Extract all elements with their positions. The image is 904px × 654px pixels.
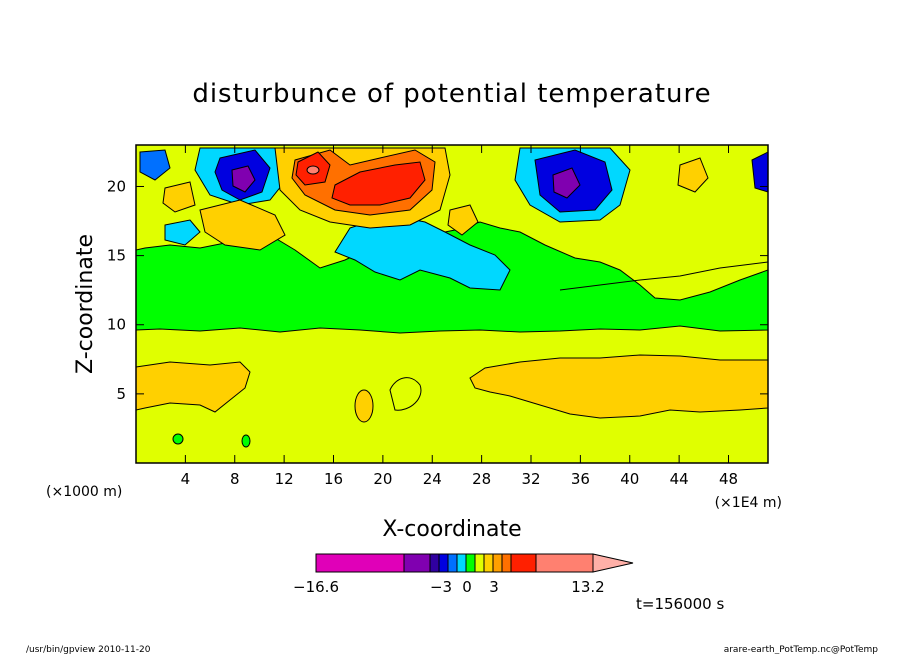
lower-orange-blob <box>354 389 374 423</box>
colorbar-box <box>483 553 494 573</box>
y-tick-label: 5 <box>116 385 126 403</box>
time-label: t=156000 s <box>636 595 724 613</box>
orange-patch-5 <box>447 204 479 236</box>
colorbar-box <box>501 553 512 573</box>
colorbar-min-label: −16.6 <box>293 578 339 596</box>
colorbar-tick-label: −3 <box>430 578 452 596</box>
x-tick-label: 28 <box>472 470 491 488</box>
colorbar-box <box>465 553 476 573</box>
x-tick-label: 32 <box>521 470 540 488</box>
colorbar-box <box>315 553 405 573</box>
y-tick-label: 15 <box>107 247 126 265</box>
colorbar <box>315 553 634 573</box>
y-tick-label: 20 <box>107 177 126 195</box>
colorbar-box <box>456 553 467 573</box>
lower-green-blob-1 <box>172 433 184 445</box>
footer-left: /usr/bin/gpview 2010-11-20 <box>26 645 151 654</box>
orange-patch-4 <box>677 157 709 193</box>
purple-core-2 <box>552 167 581 199</box>
y-tick-label: 10 <box>107 316 126 334</box>
colorbar-box <box>447 553 458 573</box>
x-tick-label: 12 <box>275 470 294 488</box>
footer-right: arare-earth_PotTemp.nc@PotTemp <box>724 645 879 654</box>
colorbar-box <box>510 553 537 573</box>
orange-patch-3 <box>162 181 196 213</box>
x-tick-label: 36 <box>571 470 590 488</box>
chart-title: disturbunce of potential temperature <box>192 79 711 109</box>
x-tick-label: 48 <box>719 470 738 488</box>
contour-line-1 <box>559 261 768 291</box>
colorbar-box <box>438 553 449 573</box>
contour-plot <box>136 145 768 463</box>
x-unit-right: (×1E4 m) <box>715 495 782 511</box>
orange-patch-2 <box>199 199 286 251</box>
colorbar-tick-labels: −3 0 3 <box>430 578 499 596</box>
x-tick-label: 8 <box>230 470 240 488</box>
colorbar-box <box>492 553 503 573</box>
cyan-patch-1 <box>334 214 511 291</box>
x-tick-label: 4 <box>181 470 191 488</box>
colorbar-box <box>429 553 440 573</box>
colorbar-tick-label: 3 <box>489 578 499 596</box>
x-axis-label: X-coordinate <box>382 517 521 542</box>
x-unit-left: (×1000 m) <box>46 484 122 500</box>
y-axis-ticks: 5 10 15 20 <box>107 177 768 403</box>
red-core-1 <box>331 161 426 206</box>
purple-core-1 <box>231 165 256 193</box>
x-tick-label: 24 <box>423 470 442 488</box>
colorbar-arrow <box>592 553 634 573</box>
cyan-patch-2 <box>164 219 201 246</box>
colorbar-box <box>474 553 485 573</box>
blue-core-3 <box>751 151 768 193</box>
x-tick-label: 16 <box>324 470 343 488</box>
x-axis-ticks: 4 8 12 16 20 24 28 32 36 40 44 48 <box>181 145 738 488</box>
colorbar-box <box>403 553 431 573</box>
colorbar-box <box>535 553 594 573</box>
pink-core <box>306 165 320 175</box>
colorbar-max-label: 13.2 <box>571 578 604 596</box>
x-tick-label: 44 <box>670 470 689 488</box>
lower-orange-left <box>136 361 251 413</box>
plot-frame <box>135 144 769 464</box>
colorbar-tick-label: 0 <box>462 578 472 596</box>
lower-green-blob-2 <box>241 434 251 448</box>
lower-orange-right <box>469 354 768 419</box>
blue-core-4 <box>139 149 171 181</box>
y-axis-label: Z-coordinate <box>73 234 98 374</box>
x-tick-label: 20 <box>373 470 392 488</box>
contour-line-2 <box>389 377 422 411</box>
x-tick-label: 40 <box>620 470 639 488</box>
